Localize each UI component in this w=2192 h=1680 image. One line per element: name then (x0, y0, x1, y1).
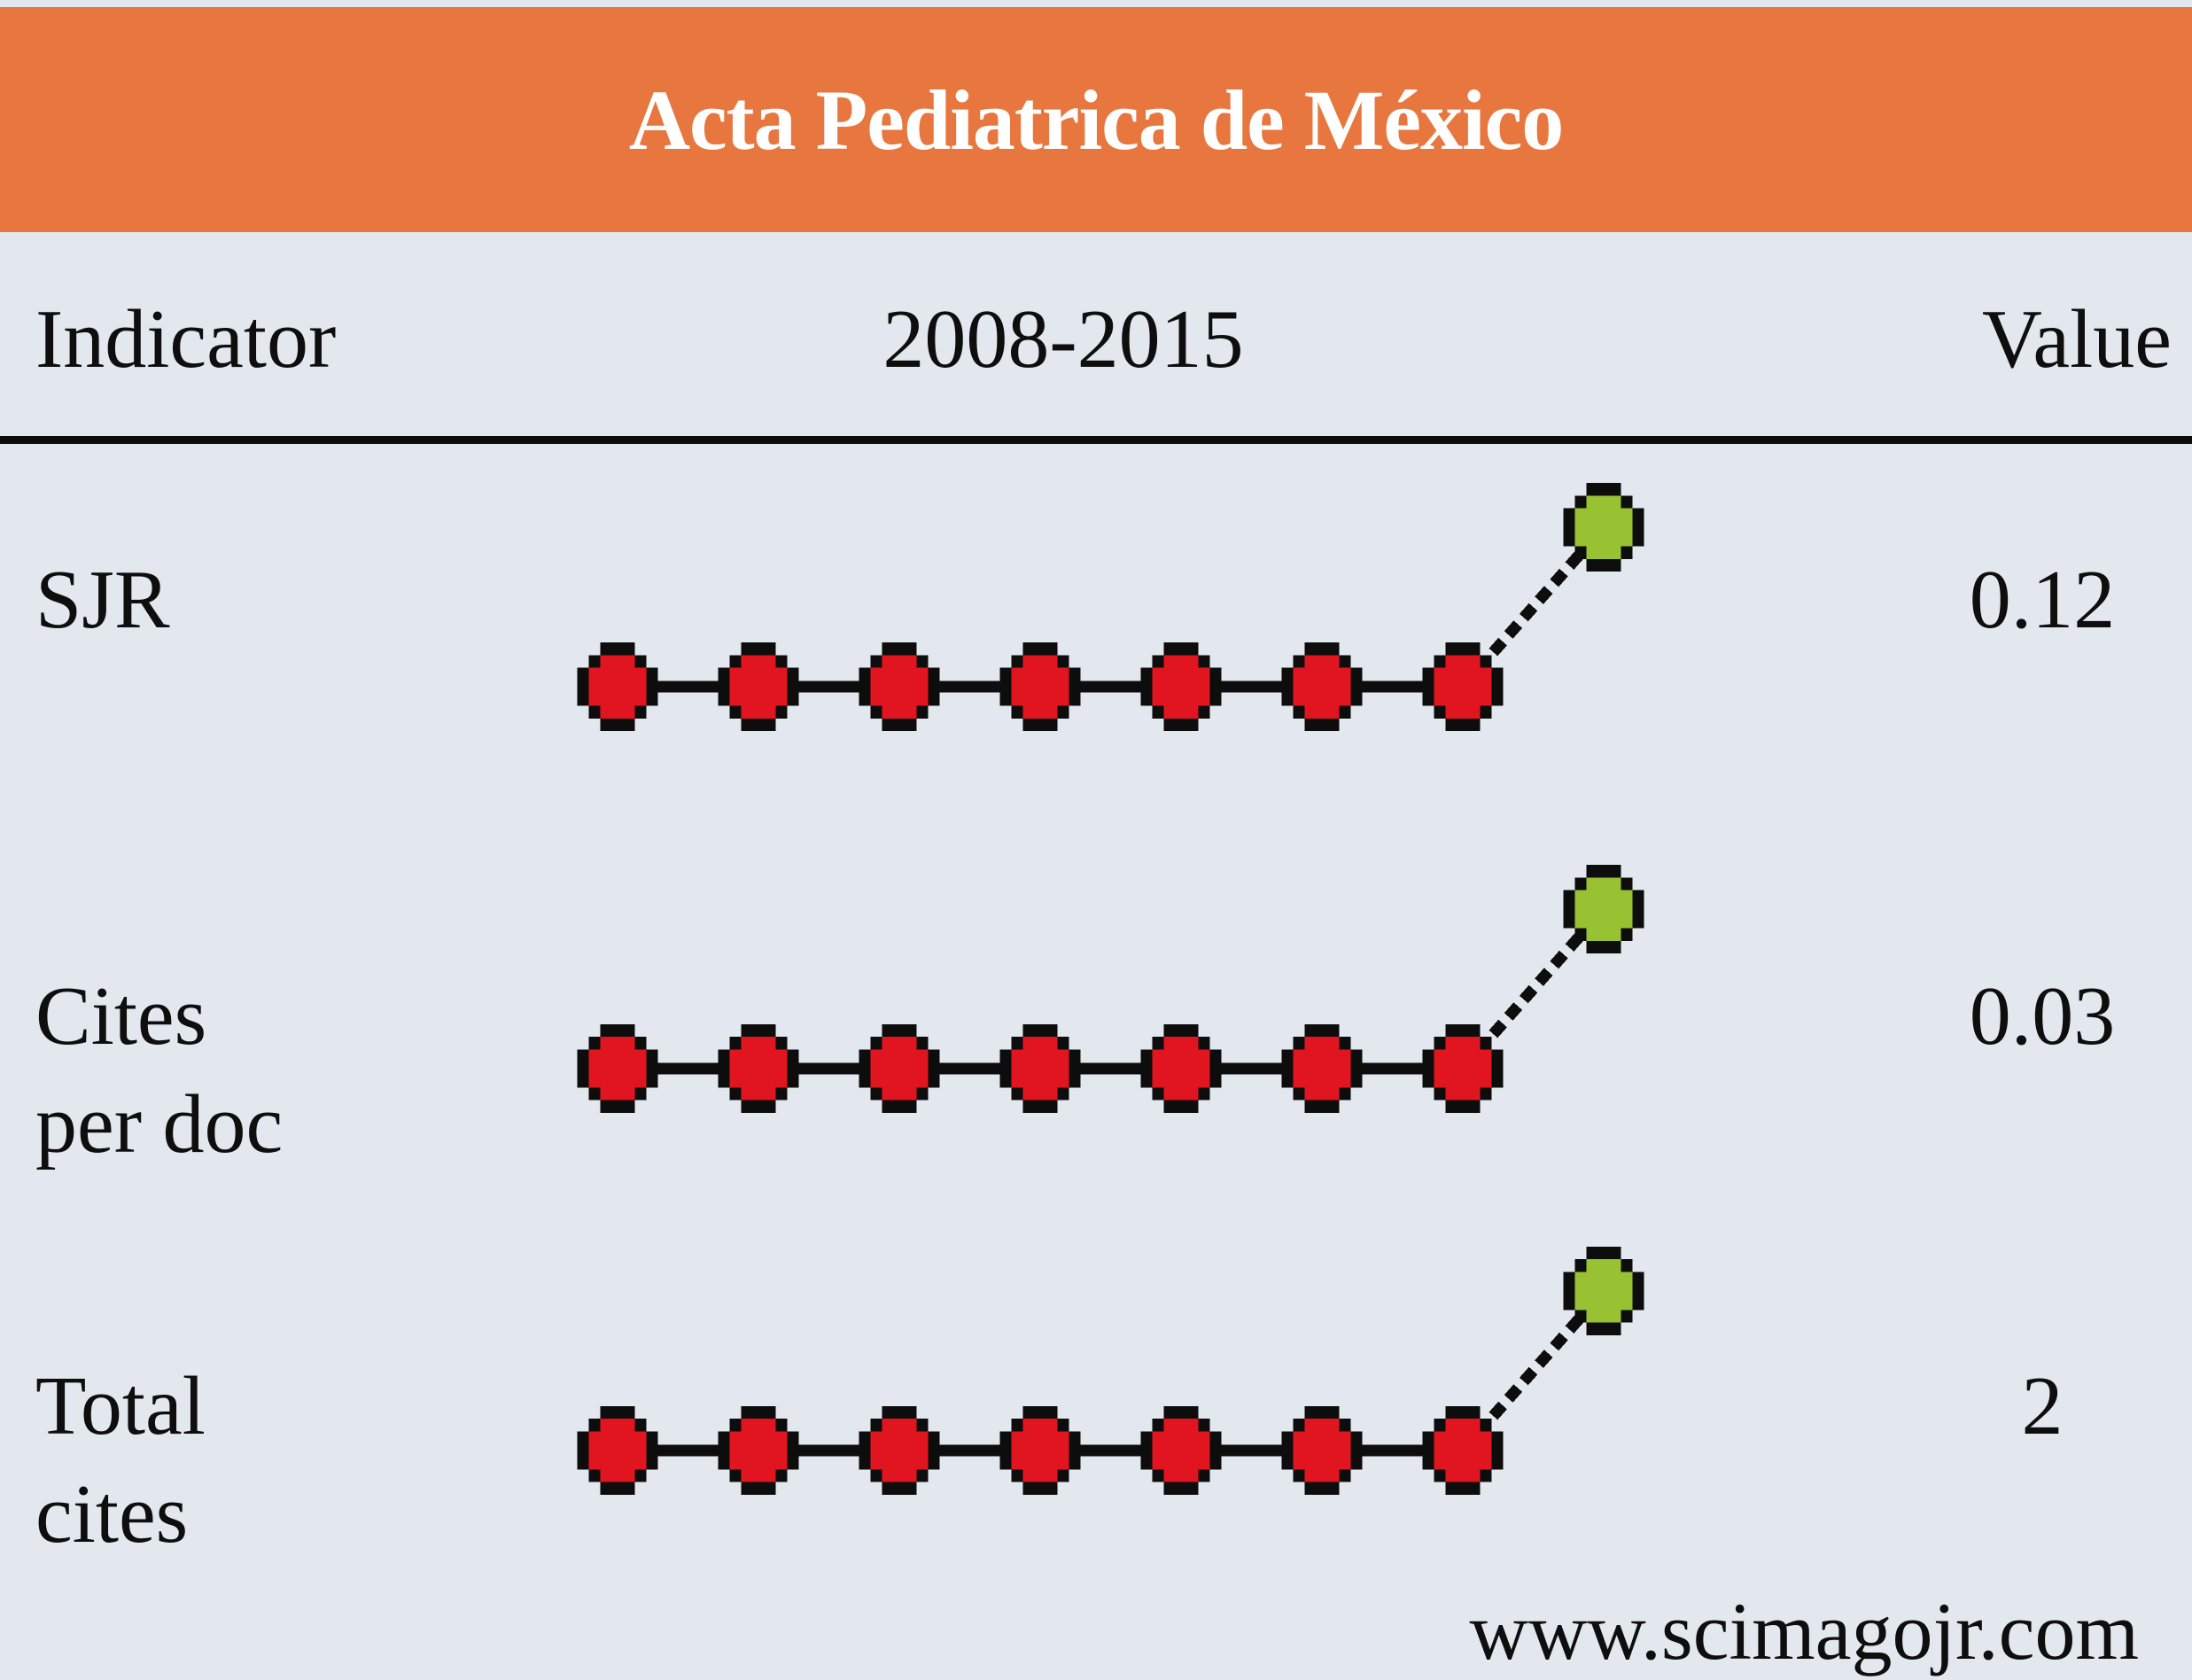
sparkline-total-cites (577, 1246, 1644, 1496)
journal-title: Acta Pediatrica de México (628, 72, 1565, 167)
row-value-sjr: 0.12 (1969, 554, 2116, 646)
column-header-indicator: Indicator (35, 293, 337, 385)
row-label-line: cites (35, 1468, 189, 1560)
row-label-line: Total (35, 1360, 206, 1452)
row-label-total-cites: Total cites (35, 1365, 206, 1556)
row-value-total-cites: 2 (2021, 1360, 2064, 1452)
table-header-row: Indicator 2008-2015 Value (0, 298, 2192, 395)
row-label-sjr: SJR (35, 558, 170, 642)
journal-title-banner: Acta Pediatrica de México (0, 7, 2192, 232)
header-divider-line (0, 436, 2192, 444)
row-label-line: per doc (35, 1078, 284, 1171)
sparkline-cites-per-doc (577, 864, 1644, 1114)
row-value-cites-per-doc: 0.03 (1969, 970, 2116, 1062)
column-header-value: Value (1981, 293, 2172, 385)
row-label-line: Cites (35, 970, 207, 1062)
row-label-line: SJR (35, 554, 170, 646)
column-header-period: 2008-2015 (882, 293, 1244, 385)
row-label-cites-per-doc: Cites per doc (35, 975, 283, 1166)
sparkline-sjr (577, 482, 1644, 732)
scimagojr-link[interactable]: www.scimagojr.com (1469, 1586, 2139, 1676)
